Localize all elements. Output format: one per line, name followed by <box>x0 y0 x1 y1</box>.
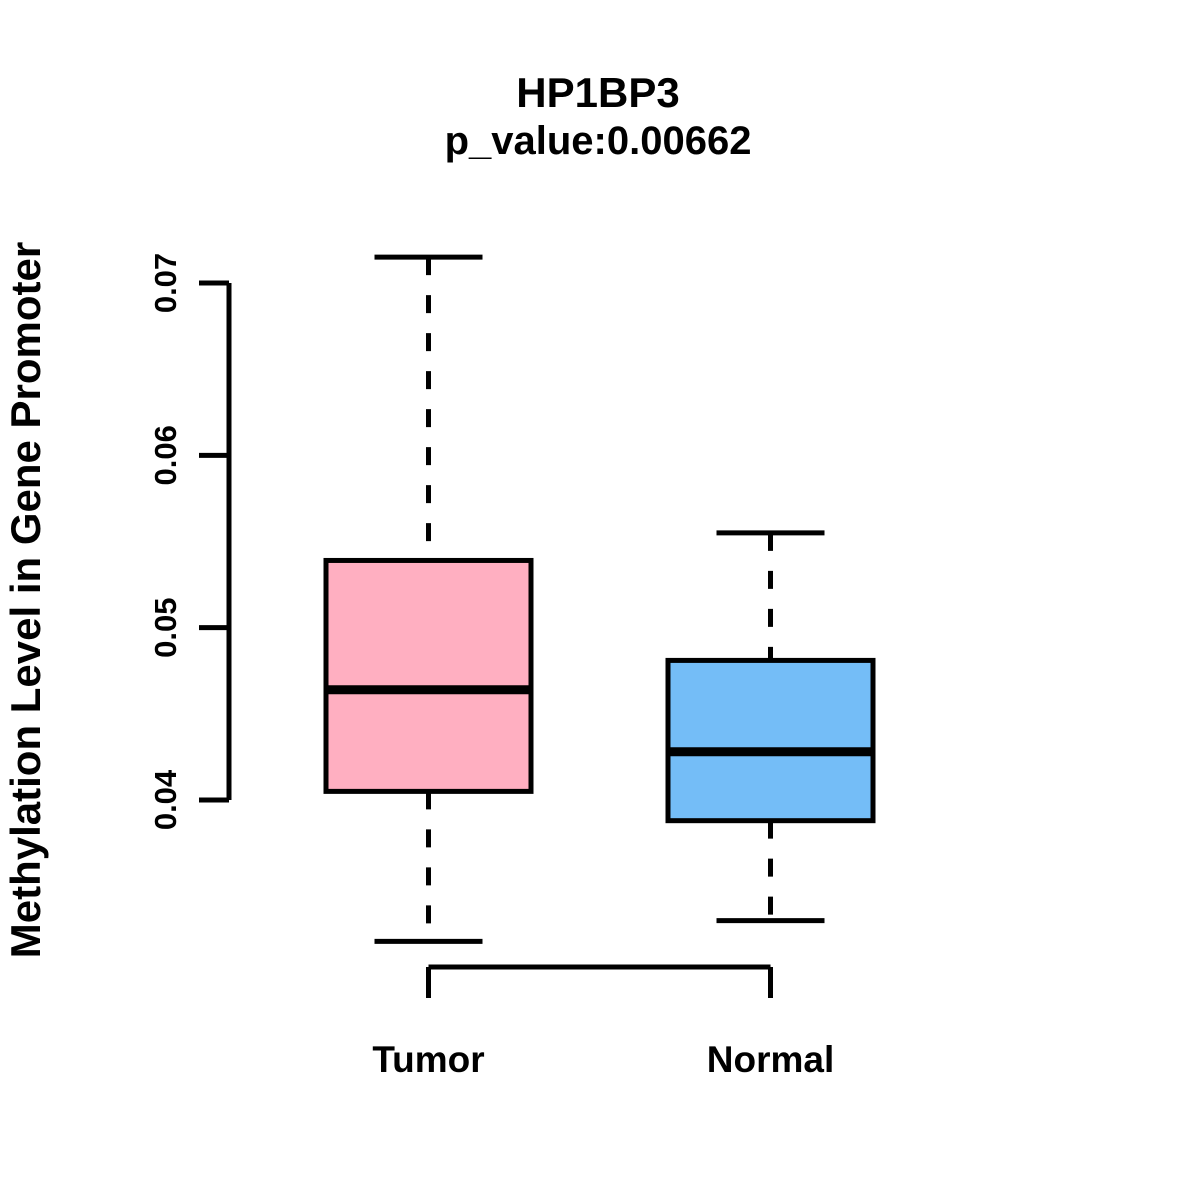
y-axis-label: Methylation Level in Gene Promoter <box>2 242 49 958</box>
chart-title: HP1BP3 <box>516 69 679 116</box>
boxes <box>323 254 876 944</box>
normal-box <box>665 657 876 824</box>
y-tick-label: 0.06 <box>148 425 183 485</box>
x-label-normal: Normal <box>707 1039 834 1080</box>
chart-subtitle: p_value:0.00662 <box>445 119 752 163</box>
x-label-tumor: Tumor <box>372 1039 484 1080</box>
tumor-box <box>323 557 534 794</box>
y-tick-label: 0.05 <box>148 597 183 657</box>
y-tick-label: 0.07 <box>148 253 183 313</box>
axes: 0.04 0.05 0.06 0.07 Tumor Normal <box>148 253 834 1080</box>
y-tick-label: 0.04 <box>148 769 183 830</box>
